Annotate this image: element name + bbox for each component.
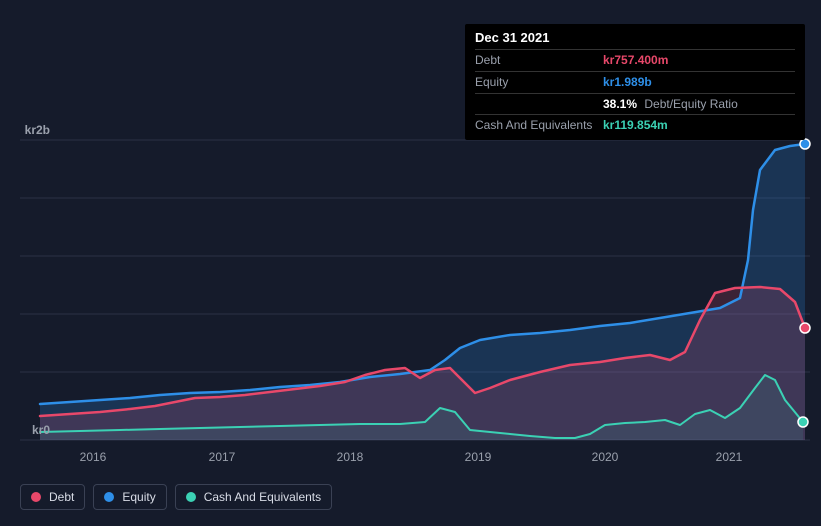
legend-item-debt[interactable]: Debt	[20, 484, 85, 510]
tooltip-row: 38.1% Debt/Equity Ratio	[475, 93, 795, 115]
tooltip-row-label	[475, 96, 603, 113]
tooltip-date: Dec 31 2021	[475, 30, 795, 49]
x-axis-label: 2016	[80, 450, 107, 464]
tooltip-row: Cash And Equivalentskr119.854m	[475, 114, 795, 136]
x-axis-label: 2017	[209, 450, 236, 464]
tooltip-row-value: 38.1% Debt/Equity Ratio	[603, 96, 738, 113]
tooltip-row: Debtkr757.400m	[475, 49, 795, 71]
tooltip-panel: Dec 31 2021 Debtkr757.400mEquitykr1.989b…	[465, 24, 805, 140]
legend-label: Equity	[122, 490, 155, 504]
series-end-marker	[800, 139, 810, 149]
legend: Debt Equity Cash And Equivalents	[20, 484, 332, 510]
x-axis-label: 2018	[337, 450, 364, 464]
x-axis-label: 2020	[592, 450, 619, 464]
series-end-marker	[798, 417, 808, 427]
tooltip-row-label: Cash And Equivalents	[475, 117, 603, 134]
y-axis-label: kr2b	[25, 123, 50, 137]
y-axis-label: kr0	[32, 423, 50, 437]
legend-swatch	[186, 492, 196, 502]
legend-item-cash-and-equivalents[interactable]: Cash And Equivalents	[175, 484, 332, 510]
tooltip-row-extra: Debt/Equity Ratio	[641, 97, 738, 111]
tooltip-row-value: kr1.989b	[603, 74, 652, 91]
x-axis-label: 2019	[465, 450, 492, 464]
series-end-marker	[800, 323, 810, 333]
tooltip-row: Equitykr1.989b	[475, 71, 795, 93]
legend-label: Cash And Equivalents	[204, 490, 321, 504]
tooltip-row-value: kr119.854m	[603, 117, 668, 134]
legend-swatch	[31, 492, 41, 502]
x-axis-label: 2021	[716, 450, 743, 464]
tooltip-row-label: Equity	[475, 74, 603, 91]
tooltip-rows: Debtkr757.400mEquitykr1.989b38.1% Debt/E…	[475, 49, 795, 136]
legend-swatch	[104, 492, 114, 502]
legend-label: Debt	[49, 490, 74, 504]
legend-item-equity[interactable]: Equity	[93, 484, 166, 510]
tooltip-row-value: kr757.400m	[603, 52, 668, 69]
tooltip-row-label: Debt	[475, 52, 603, 69]
